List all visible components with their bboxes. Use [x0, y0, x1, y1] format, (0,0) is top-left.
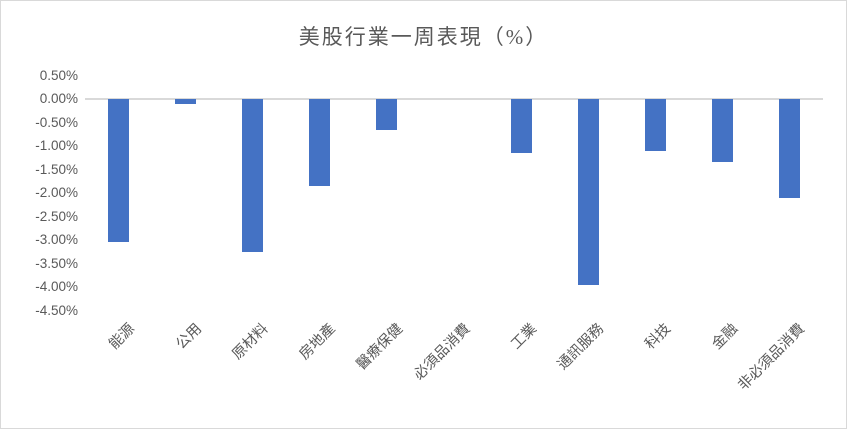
y-axis-tick-label: -1.50% — [35, 161, 78, 177]
x-axis-category-label: 公用 — [172, 320, 205, 353]
bar-10 — [711, 99, 733, 163]
x-axis-category-label: 非必須品消費 — [735, 320, 809, 394]
x-axis-category-label: 科技 — [642, 320, 675, 353]
y-axis-tick-label: -3.00% — [35, 232, 78, 247]
x-axis-category-label: 工業 — [508, 320, 541, 353]
y-axis-tick-label: -0.50% — [35, 114, 78, 130]
bar-7 — [510, 99, 532, 154]
y-axis-tick-label: -2.00% — [35, 185, 78, 200]
chart-title: 美股行業一周表現（%） — [298, 25, 549, 49]
bar-2 — [175, 99, 197, 104]
bar-8 — [577, 99, 599, 285]
y-axis-tick-label: 0.50% — [39, 67, 78, 83]
y-axis-tick-label: -2.50% — [35, 208, 78, 224]
x-axis-category-label: 必須品消費 — [410, 320, 474, 384]
y-axis-tick-label: -3.50% — [35, 255, 78, 271]
bar-5 — [376, 99, 398, 130]
y-axis-tick-label: -4.50% — [35, 302, 78, 318]
bar-11 — [778, 99, 800, 198]
x-axis-line — [85, 98, 823, 100]
x-axis-category-label: 原材料 — [229, 320, 272, 363]
x-axis-category-label: 能源 — [105, 320, 138, 353]
x-axis-category-label: 通訊服務 — [555, 320, 608, 374]
y-axis-tick-label: -4.00% — [35, 279, 78, 294]
bar-9 — [644, 99, 666, 151]
x-axis-category-label: 房地產 — [296, 320, 339, 363]
bar-1 — [108, 99, 130, 243]
bar-4 — [309, 99, 331, 186]
x-axis-category-label: 醫療保健 — [353, 320, 407, 374]
y-axis-tick-label: 0.00% — [39, 91, 78, 106]
bar-3 — [242, 99, 264, 252]
x-axis-category-label: 金融 — [709, 320, 742, 353]
y-axis-tick-label: -1.00% — [35, 138, 78, 153]
